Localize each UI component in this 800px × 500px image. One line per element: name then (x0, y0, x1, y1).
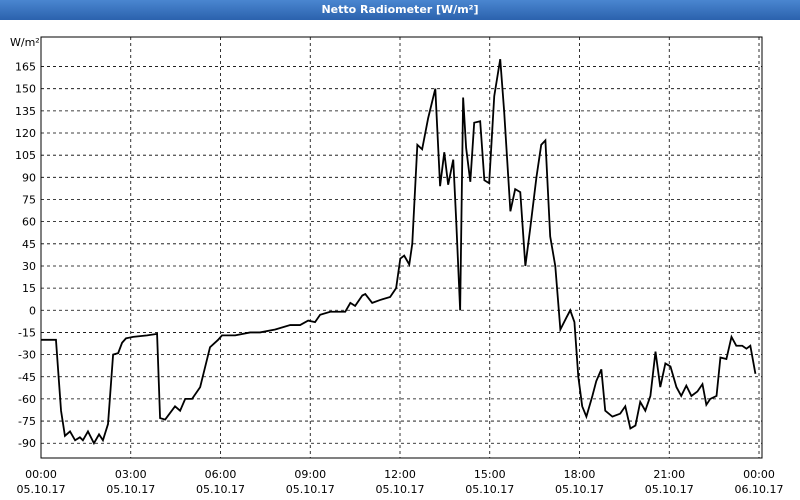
x-tick-date: 05.10.17 (286, 483, 335, 496)
x-tick-label: 15:00 (474, 468, 506, 481)
y-tick-label: 105 (15, 149, 36, 162)
x-tick-date: 05.10.17 (645, 483, 694, 496)
y-tick-label: -15 (18, 326, 36, 339)
y-tick-label: 165 (15, 61, 36, 74)
y-tick-label: 15 (22, 282, 36, 295)
x-tick-date: 05.10.17 (196, 483, 245, 496)
y-tick-label: -75 (18, 415, 36, 428)
x-tick-date: 05.10.17 (17, 483, 66, 496)
y-tick-label: -30 (18, 349, 36, 362)
y-tick-label: -45 (18, 371, 36, 384)
x-tick-date: 05.10.17 (376, 483, 425, 496)
x-tick-label: 00:00 (25, 468, 57, 481)
x-tick-label: 09:00 (294, 468, 326, 481)
x-tick-label: 21:00 (653, 468, 685, 481)
x-tick-label: 06:00 (205, 468, 237, 481)
y-axis-label: W/m² (10, 36, 40, 49)
x-tick-label: 12:00 (384, 468, 416, 481)
x-tick-label: 00:00 (743, 468, 775, 481)
x-tick-date: 05.10.17 (555, 483, 604, 496)
y-tick-label: 90 (22, 171, 36, 184)
data-line (41, 59, 757, 446)
plot-frame (40, 36, 763, 459)
x-tick-date: 06.10.17 (735, 483, 784, 496)
chart: W/m² -90 -75 -60 -45 -30 -15 0 15 30 45 60 75 90 105 1… (0, 20, 800, 500)
chart-title: Netto Radiometer [W/m²] (321, 3, 479, 16)
x-tick-date: 05.10.17 (465, 483, 514, 496)
y-tick-label: 120 (15, 127, 36, 140)
y-tick-label: 60 (22, 216, 36, 229)
x-tick-label: 18:00 (564, 468, 596, 481)
y-tick-label: -60 (18, 393, 36, 406)
y-tick-label: 135 (15, 105, 36, 118)
y-tick-label: 30 (22, 260, 36, 273)
y-tick-label: 45 (22, 238, 36, 251)
y-tick-label: 150 (15, 83, 36, 96)
title-bar: Netto Radiometer [W/m²] (0, 0, 800, 20)
x-tick-label: 03:00 (115, 468, 147, 481)
y-tick-label: 0 (29, 304, 36, 317)
y-tick-label: 75 (22, 193, 36, 206)
x-tick-date: 05.10.17 (106, 483, 155, 496)
y-tick-label: -90 (18, 437, 36, 450)
